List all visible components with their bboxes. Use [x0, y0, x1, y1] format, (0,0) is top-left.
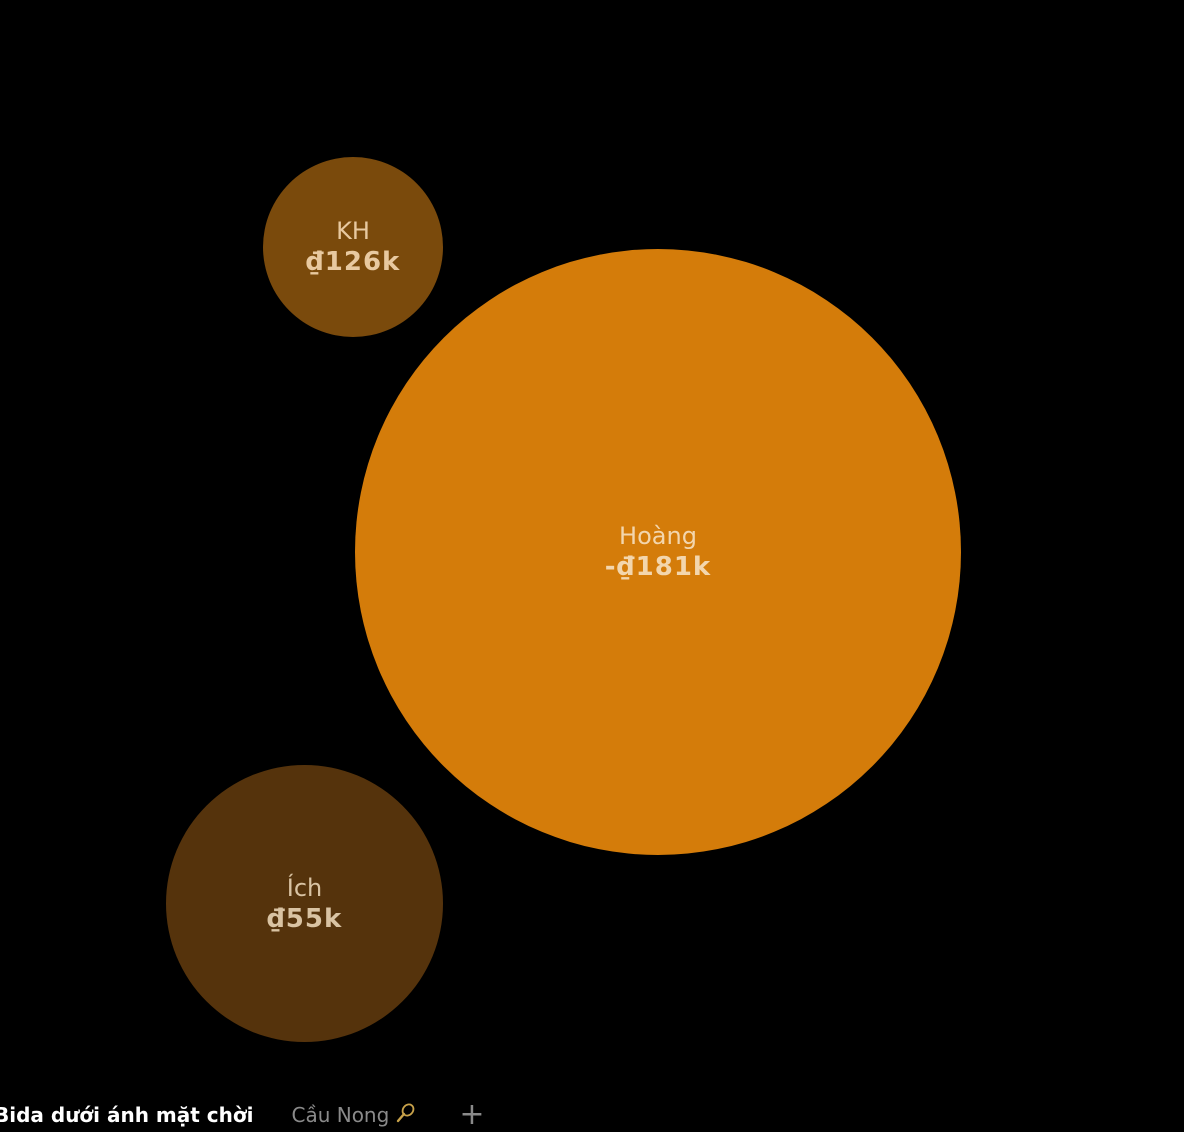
- badminton-racket-icon: [395, 1102, 415, 1128]
- bubble-name: KH: [336, 217, 370, 245]
- bubble-amount: ₫55k: [266, 903, 343, 934]
- bubble-amount: ₫126k: [305, 247, 401, 277]
- bubble-ich[interactable]: Ích ₫55k: [166, 765, 443, 1042]
- bubble-kh[interactable]: KH ₫126k: [263, 157, 443, 337]
- bubble-hoang[interactable]: Hoàng -₫181k: [355, 249, 961, 855]
- tab-label: Cầu Nong: [291, 1103, 390, 1127]
- bubble-name: Ích: [286, 873, 323, 902]
- group-tab-bar: Bida dưới ánh mặt chời Cầu Nong +: [0, 1100, 484, 1130]
- tab-bida[interactable]: Bida dưới ánh mặt chời: [0, 1103, 253, 1127]
- tab-cau-nong[interactable]: Cầu Nong: [291, 1102, 415, 1128]
- bubble-amount: -₫181k: [604, 552, 712, 582]
- bubble-name: Hoàng: [619, 522, 697, 550]
- add-tab-button[interactable]: +: [459, 1097, 485, 1132]
- tab-label: Bida dưới ánh mặt chời: [0, 1103, 254, 1127]
